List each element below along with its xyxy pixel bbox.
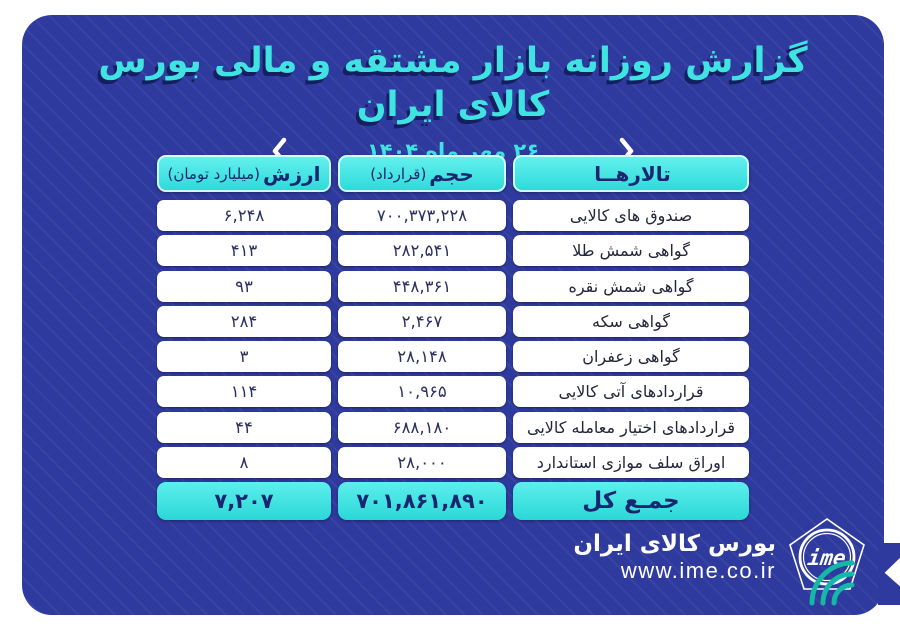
table-row: گواهی سکه ۲,۴۶۷ ۲۸۴ bbox=[157, 305, 749, 337]
column-header-value: ارزش (میلیارد تومان) bbox=[157, 155, 331, 192]
table-row: صندوق های کالایی ۷۰۰,۳۷۳,۲۲۸ ۶,۲۴۸ bbox=[157, 200, 749, 231]
hall-cell: گواهی شمش نقره bbox=[513, 270, 749, 302]
column-header-volume-sub: (قرارداد) bbox=[370, 164, 427, 183]
report-table: تالارهــا حجم (قرارداد) ارزش (میلیارد توما… bbox=[157, 155, 749, 521]
report-date: ۲۶ مهر ماه ۱۴۰۴ bbox=[366, 138, 540, 163]
hall-cell: گواهی سکه bbox=[513, 305, 749, 337]
volume-cell: ۷۰۰,۳۷۳,۲۲۸ bbox=[338, 200, 506, 231]
volume-cell: ۶۸۸,۱۸۰ bbox=[338, 411, 506, 443]
value-cell: ۱۱۴ bbox=[157, 376, 331, 408]
column-header-value-sub: (میلیارد تومان) bbox=[167, 164, 261, 183]
value-cell: ۴۴ bbox=[157, 411, 331, 443]
hall-cell: صندوق های کالایی bbox=[513, 200, 749, 231]
hall-cell: قراردادهای اختیار معامله کالایی bbox=[513, 411, 749, 443]
table-row: اوراق سلف موازی استاندارد ۲۸,۰۰۰ ۸ bbox=[157, 447, 749, 479]
hall-cell: گواهی زعفران bbox=[513, 341, 749, 373]
website-url: www.ime.co.ir bbox=[620, 558, 776, 584]
table-row: گواهی شمش طلا ۲۸۲,۵۴۱ ۴۱۳ bbox=[157, 235, 749, 267]
volume-cell: ۲,۴۶۷ bbox=[338, 305, 506, 337]
table-header-row: تالارهــا حجم (قرارداد) ارزش (میلیارد توما… bbox=[157, 155, 749, 192]
hall-cell: گواهی شمش طلا bbox=[513, 235, 749, 267]
kalakhabar-logo: کالا خبر bbox=[809, 560, 900, 631]
hall-cell: قراردادهای آتی کالایی bbox=[513, 376, 749, 408]
total-value-cell: ۷,۲۰۷ bbox=[157, 482, 331, 521]
table-row: گواهی شمش نقره ۴۴۸,۳۶۱ ۹۳ bbox=[157, 270, 749, 302]
kalakhabar-line2: خبر bbox=[890, 613, 900, 631]
date-row: ۲۶ مهر ماه ۱۴۰۴ bbox=[22, 137, 884, 165]
column-header-halls-label: تالارهــا bbox=[594, 161, 671, 186]
volume-cell: ۱۰,۹۶۵ bbox=[338, 376, 506, 408]
hall-cell: اوراق سلف موازی استاندارد bbox=[513, 447, 749, 479]
volume-cell: ۲۸,۱۴۸ bbox=[338, 341, 506, 373]
value-cell: ۶,۲۴۸ bbox=[157, 200, 331, 231]
report-panel: گزارش روزانه بازار مشتقه و مالی بورس کال… bbox=[22, 15, 884, 615]
table-total-row: جمـع کل ۷۰۱,۸۶۱,۸۹۰ ۷,۲۰۷ bbox=[157, 482, 749, 521]
column-header-halls: تالارهــا bbox=[513, 155, 749, 192]
value-cell: ۸ bbox=[157, 447, 331, 479]
volume-cell: ۲۸۲,۵۴۱ bbox=[338, 235, 506, 267]
column-header-volume: حجم (قرارداد) bbox=[338, 155, 506, 192]
column-header-value-label: ارزش bbox=[263, 161, 321, 186]
table-row: قراردادهای آتی کالایی ۱۰,۹۶۵ ۱۱۴ bbox=[157, 376, 749, 408]
value-cell: ۴۱۳ bbox=[157, 235, 331, 267]
footer-text: بورس کالای ایران www.ime.co.ir bbox=[573, 531, 776, 584]
total-volume-cell: ۷۰۱,۸۶۱,۸۹۰ bbox=[338, 482, 506, 521]
column-header-volume-label: حجم bbox=[429, 161, 474, 186]
total-label-cell: جمـع کل bbox=[513, 482, 749, 521]
footer: بورس کالای ایران www.ime.co.ir ime bbox=[573, 516, 868, 598]
volume-cell: ۴۴۸,۳۶۱ bbox=[338, 270, 506, 302]
table-row: قراردادهای اختیار معامله کالایی ۶۸۸,۱۸۰ … bbox=[157, 411, 749, 443]
table-row: گواهی زعفران ۲۸,۱۴۸ ۳ bbox=[157, 341, 749, 373]
value-cell: ۲۸۴ bbox=[157, 305, 331, 337]
table-body: صندوق های کالایی ۷۰۰,۳۷۳,۲۲۸ ۶,۲۴۸ گواهی… bbox=[157, 200, 749, 479]
page-title: گزارش روزانه بازار مشتقه و مالی بورس کال… bbox=[98, 41, 808, 125]
organization-name: بورس کالای ایران bbox=[573, 530, 776, 557]
value-cell: ۹۳ bbox=[157, 270, 331, 302]
value-cell: ۳ bbox=[157, 341, 331, 373]
volume-cell: ۲۸,۰۰۰ bbox=[338, 447, 506, 479]
